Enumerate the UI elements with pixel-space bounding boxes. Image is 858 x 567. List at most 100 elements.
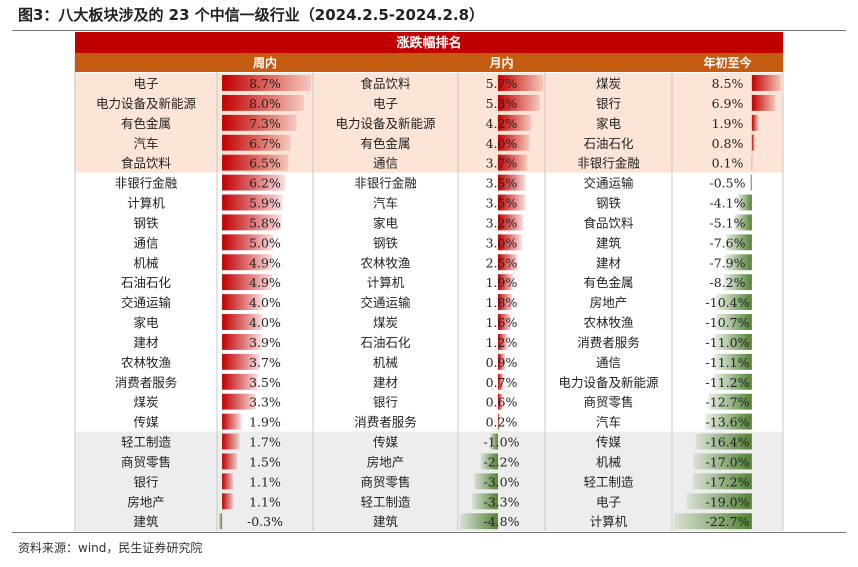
bar-ytd-5 <box>750 174 752 191</box>
bar-monthly-15 <box>497 373 504 390</box>
value-label: -2.2% <box>484 454 520 469</box>
bar-weekly-4 <box>222 154 289 171</box>
industry-name: 建筑 <box>373 514 399 529</box>
value-label: 8.7% <box>249 76 281 91</box>
bar-monthly-6 <box>497 194 526 211</box>
industry-name: 钢铁 <box>373 235 399 250</box>
bar-weekly-2 <box>222 114 297 131</box>
bar-monthly-21 <box>471 493 498 510</box>
industry-name: 家电 <box>133 315 159 330</box>
value-label: -19.0% <box>706 494 750 509</box>
industry-name: 建材 <box>373 375 398 390</box>
value-label: 3.9% <box>249 335 281 350</box>
industry-name: 家电 <box>373 215 399 230</box>
value-label: -3.3% <box>484 494 520 509</box>
value-label: -8.2% <box>710 275 746 290</box>
industry-name: 有色金属 <box>360 136 410 151</box>
value-label: 5.7% <box>486 76 518 91</box>
value-label: 8.5% <box>712 76 744 91</box>
value-label: 3.7% <box>249 355 281 370</box>
industry-name: 电力设备及新能源 <box>96 96 197 111</box>
bar-weekly-12 <box>222 314 263 330</box>
bars-layer <box>219 75 781 530</box>
value-label: -4.1% <box>710 196 746 211</box>
industry-name: 传媒 <box>596 435 622 450</box>
value-label: 1.1% <box>249 494 281 509</box>
value-label: -22.7% <box>706 514 750 529</box>
industry-name: 消费者服务 <box>115 375 178 390</box>
value-label: -11.2% <box>706 375 750 390</box>
industry-name: 煤炭 <box>596 76 621 91</box>
industry-name: 煤炭 <box>373 315 398 330</box>
bar-weekly-15 <box>222 373 258 390</box>
bar-weekly-6 <box>222 194 283 211</box>
bar-ytd-17 <box>705 413 752 430</box>
industry-name: 电力设备及新能源 <box>558 375 659 390</box>
value-label: 1.7% <box>249 435 281 450</box>
bar-ytd-2 <box>751 114 759 131</box>
value-label: 0.2% <box>486 415 518 430</box>
subheader-cell <box>217 53 313 72</box>
value-label: 6.7% <box>249 136 281 151</box>
bar-weekly-22 <box>219 513 223 530</box>
industry-name: 银行 <box>133 474 158 489</box>
value-label: -12.7% <box>706 395 750 410</box>
value-label: 0.9% <box>486 355 518 370</box>
bar-ytd-0 <box>751 75 781 91</box>
bar-monthly-2 <box>497 114 532 131</box>
table-title-bar <box>75 32 783 53</box>
bar-weekly-3 <box>222 134 291 151</box>
value-label: 3.5% <box>486 196 518 211</box>
industry-name: 电子 <box>133 76 158 91</box>
industry-name: 农林牧渔 <box>121 355 171 370</box>
industry-name: 交通运输 <box>121 295 172 310</box>
bar-weekly-1 <box>222 94 304 111</box>
industry-name: 商贸零售 <box>121 454 171 469</box>
industry-name: 家电 <box>596 116 622 131</box>
bar-monthly-19 <box>480 453 498 470</box>
industry-name: 轻工制造 <box>360 494 411 509</box>
value-label: -17.2% <box>706 474 750 489</box>
industry-name: 计算机 <box>590 514 628 529</box>
value-label: 5.9% <box>249 196 281 211</box>
industry-name: 传媒 <box>373 435 399 450</box>
industry-name: 建筑 <box>133 514 159 529</box>
industry-name: 食品饮料 <box>583 215 634 230</box>
industry-name: 轻工制造 <box>121 435 172 450</box>
value-label: 3.3% <box>249 395 281 410</box>
industry-name: 有色金属 <box>121 116 171 131</box>
bar-monthly-0 <box>497 75 543 91</box>
bottom-group-background <box>75 431 783 532</box>
bar-monthly-14 <box>497 353 506 370</box>
bar-weekly-11 <box>222 294 263 311</box>
industry-name: 有色金属 <box>583 275 633 290</box>
value-label: 2.5% <box>486 255 518 270</box>
value-label: -10.4% <box>706 295 750 310</box>
industry-name: 农林牧渔 <box>360 255 410 270</box>
bar-monthly-10 <box>497 274 513 291</box>
table-title: 涨跌幅排名 <box>395 35 461 51</box>
bar-ytd-21 <box>686 493 752 510</box>
source-note: 资料来源：wind，民生证券研究院 <box>18 541 203 555</box>
value-label: 3.7% <box>486 156 518 171</box>
industry-name: 计算机 <box>127 196 165 211</box>
column-dividers <box>74 53 784 532</box>
value-label: 6.5% <box>249 156 281 171</box>
value-label: 1.1% <box>249 474 281 489</box>
value-label: -0.3% <box>247 514 283 529</box>
column-header-1: 月内 <box>488 55 513 70</box>
industry-name: 交通运输 <box>360 295 411 310</box>
bar-weekly-21 <box>222 493 234 510</box>
value-label: 4.9% <box>249 275 281 290</box>
industry-name: 机械 <box>596 454 622 469</box>
industry-name: 非银行金融 <box>577 156 640 171</box>
bar-weekly-7 <box>222 214 282 231</box>
value-label: 1.9% <box>249 415 281 430</box>
subheader-blank-cell <box>313 53 458 72</box>
subheader-row: 周内 月内 年初至今 <box>75 53 783 72</box>
industry-name: 石油石化 <box>360 335 411 350</box>
bar-weekly-13 <box>222 333 262 350</box>
value-label: 0.7% <box>486 375 518 390</box>
bar-ytd-4 <box>751 154 753 171</box>
